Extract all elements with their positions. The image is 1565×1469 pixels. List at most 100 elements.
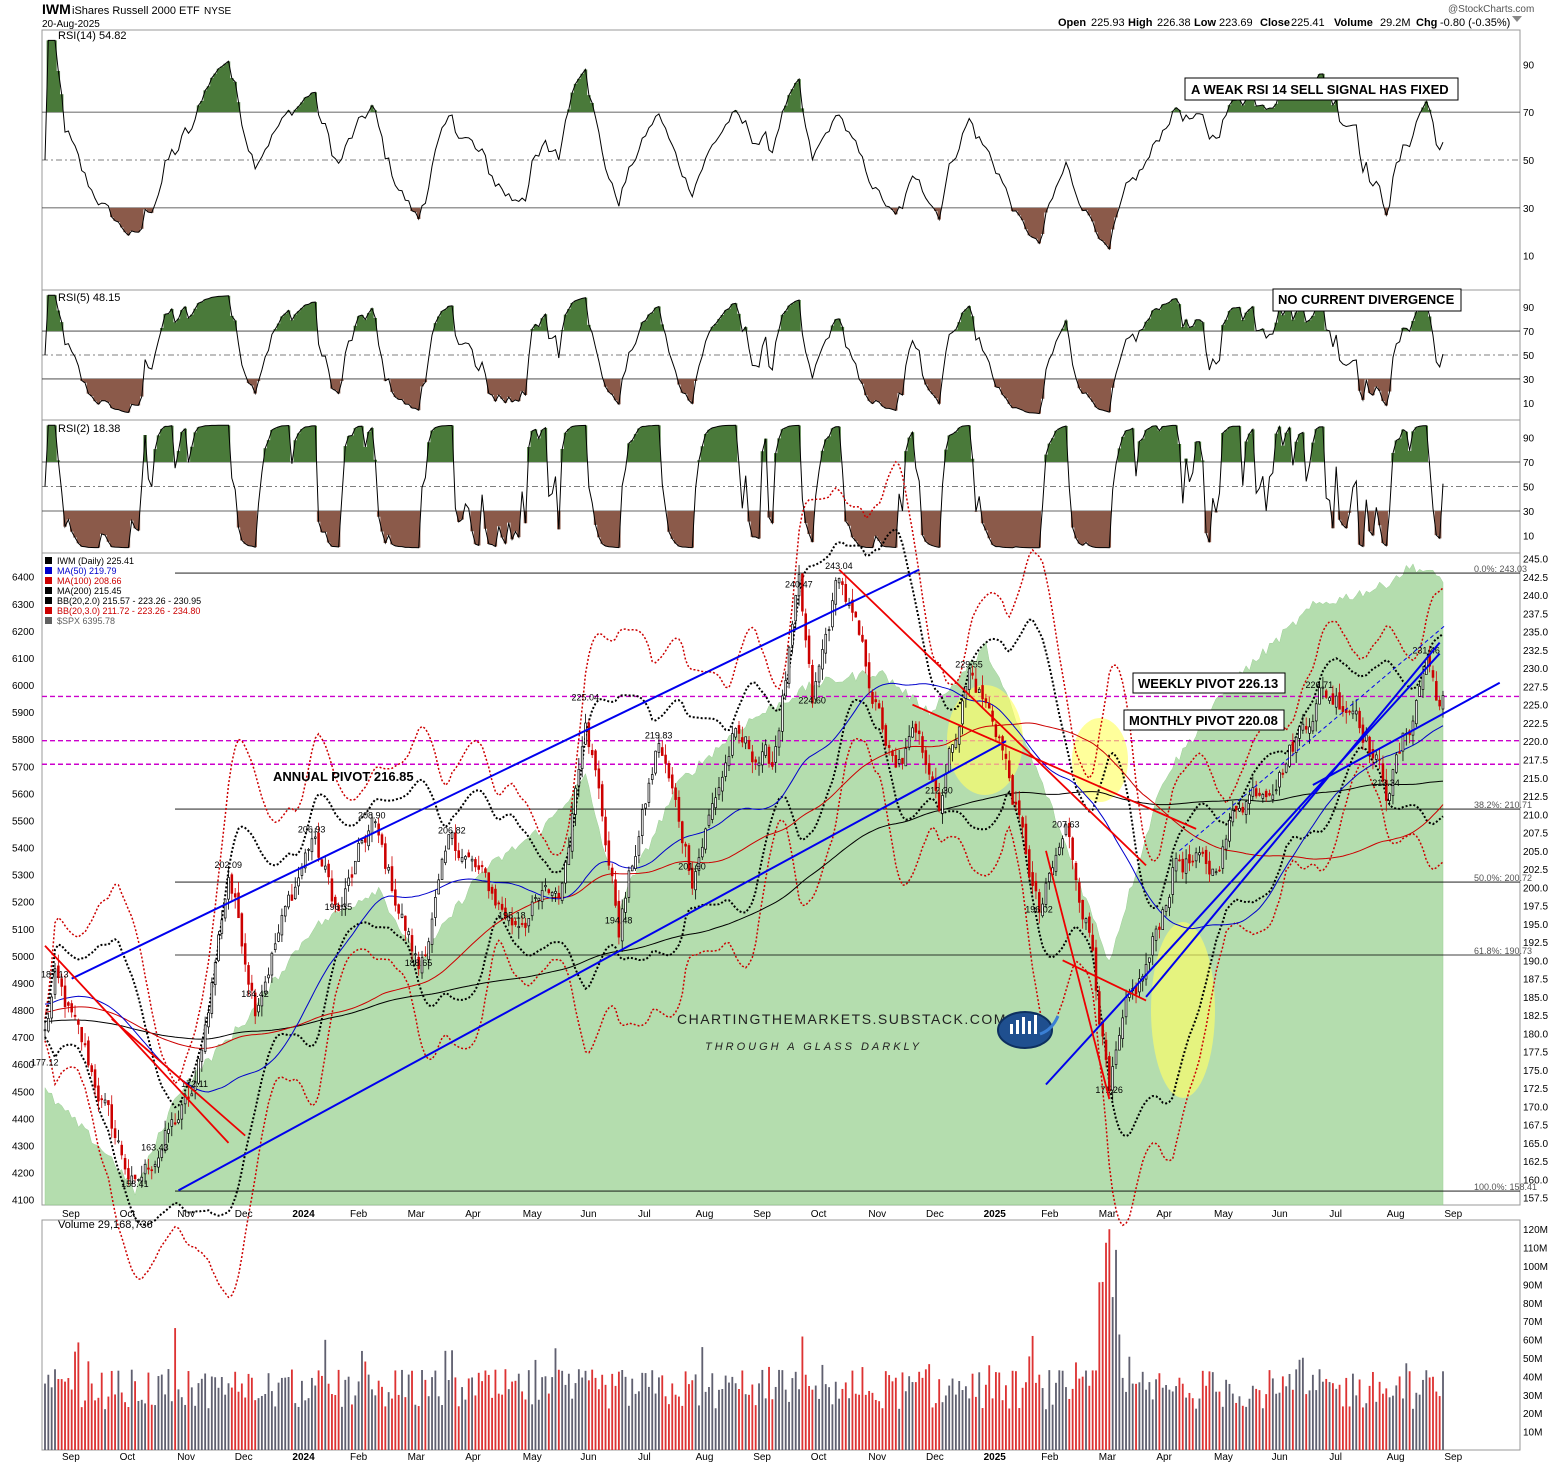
- volume-bar: [337, 1369, 340, 1450]
- volume-bar: [771, 1399, 774, 1450]
- chart-logo-icon: [997, 1011, 1060, 1049]
- spx-tick-label: 6100: [12, 654, 35, 665]
- candle-body: [397, 904, 400, 914]
- volume-bar: [531, 1404, 534, 1450]
- candle-body: [260, 994, 264, 1007]
- legend-entry: IWM (Daily) 225.41: [57, 556, 134, 566]
- candle-body: [914, 723, 918, 733]
- volume-tick-label: 90M: [1523, 1280, 1542, 1291]
- volume-bar: [467, 1378, 470, 1450]
- volume-bar: [1362, 1407, 1364, 1450]
- candle-body: [844, 583, 848, 602]
- volume-bar: [1165, 1385, 1167, 1450]
- volume-bar: [1081, 1376, 1084, 1450]
- channel-lower-line: [177, 740, 1007, 1192]
- price-tick-label: 160.0: [1523, 1175, 1548, 1186]
- volume-bar: [788, 1401, 790, 1450]
- candle-body: [1017, 800, 1021, 816]
- volume-bar: [561, 1370, 564, 1450]
- legend-entry: MA(50) 219.79: [57, 566, 117, 576]
- candle-body: [360, 840, 364, 844]
- volume-bar: [290, 1369, 293, 1450]
- volume-bar: [754, 1405, 757, 1450]
- candle-body: [1154, 928, 1158, 941]
- candle-body: [837, 578, 841, 584]
- candle-body: [957, 726, 961, 745]
- volume-bar: [831, 1404, 834, 1450]
- candle-body: [354, 860, 357, 875]
- candle-body: [667, 763, 671, 779]
- candle-body: [1104, 1039, 1108, 1060]
- candle-body: [250, 982, 254, 991]
- candle-body: [1311, 721, 1315, 732]
- volume-bar: [1001, 1400, 1004, 1450]
- volume-bar: [668, 1404, 670, 1450]
- candle-body: [107, 1100, 110, 1106]
- volume-bar: [294, 1403, 297, 1450]
- volume-bar: [978, 1372, 981, 1450]
- candle-body: [273, 943, 277, 950]
- candle-body: [761, 751, 764, 766]
- candle-body: [714, 797, 717, 809]
- price-label: 172.11: [181, 1079, 208, 1089]
- candle-body: [874, 699, 878, 703]
- candle-body: [1281, 772, 1285, 775]
- volume-bar: [1035, 1382, 1037, 1450]
- candle-body: [410, 935, 414, 952]
- volume-bar: [1068, 1398, 1071, 1450]
- legend-swatch: [45, 617, 52, 624]
- candle-body: [1431, 670, 1435, 678]
- volume-bar: [811, 1389, 814, 1450]
- volume-bar: [1025, 1382, 1027, 1450]
- volume-bar: [621, 1370, 624, 1450]
- candle-body: [70, 1003, 73, 1013]
- volume-bar: [1365, 1403, 1368, 1450]
- price-tick-label: 222.5: [1523, 719, 1548, 730]
- candle-body: [347, 877, 350, 886]
- volume-bar: [1111, 1297, 1114, 1450]
- volume-bar: [748, 1394, 750, 1450]
- price-tick-label: 202.5: [1523, 865, 1548, 876]
- x-tick-label-bottom: Nov: [177, 1452, 195, 1463]
- volume-bar: [641, 1372, 644, 1450]
- candle-body: [1378, 758, 1381, 761]
- volume-bar: [688, 1384, 690, 1450]
- rsi5-panel: 90 70 50 30 10: [42, 294, 1535, 415]
- chevron-down-icon[interactable]: [1512, 16, 1522, 22]
- candle-body: [1111, 1066, 1114, 1091]
- spx-tick-label: 4300: [12, 1141, 35, 1152]
- candle-body: [223, 898, 227, 919]
- volume-bar: [331, 1394, 333, 1450]
- candle-body: [467, 852, 471, 858]
- spx-tick-label: 4900: [12, 979, 35, 990]
- open-value: 225.93: [1091, 17, 1125, 29]
- legend-swatch: [45, 577, 52, 584]
- candle-body: [417, 956, 420, 970]
- candle-body: [520, 923, 524, 925]
- volume-bar: [934, 1403, 937, 1450]
- price-tick-label: 235.0: [1523, 628, 1548, 639]
- candle-body: [791, 623, 794, 646]
- ma100-line: [44, 722, 1444, 1049]
- volume-bar: [257, 1398, 260, 1450]
- candle-body: [123, 1158, 127, 1170]
- volume-bar: [517, 1373, 520, 1450]
- x-tick-label: Mar: [408, 1209, 426, 1220]
- volume-bar: [527, 1370, 530, 1450]
- candle-body: [230, 874, 234, 894]
- volume-bar: [898, 1408, 901, 1450]
- candle-body: [894, 754, 898, 768]
- x-tick-label: Sep: [1444, 1209, 1462, 1220]
- volume-bar: [1295, 1369, 1298, 1450]
- volume-bar: [1131, 1383, 1134, 1450]
- price-tick-label: 165.0: [1523, 1139, 1548, 1150]
- candle-body: [1151, 936, 1154, 956]
- rsi14-annotation: A WEAK RSI 14 SELL SIGNAL HAS FIXED: [1191, 82, 1449, 97]
- candle-body: [884, 725, 888, 746]
- x-tick-label: Aug: [1387, 1209, 1405, 1220]
- candle-body: [1024, 823, 1028, 855]
- price-label: 163.43: [141, 1142, 169, 1152]
- volume-bar: [311, 1377, 313, 1450]
- candle-body: [580, 746, 584, 769]
- volume-bar: [367, 1374, 370, 1450]
